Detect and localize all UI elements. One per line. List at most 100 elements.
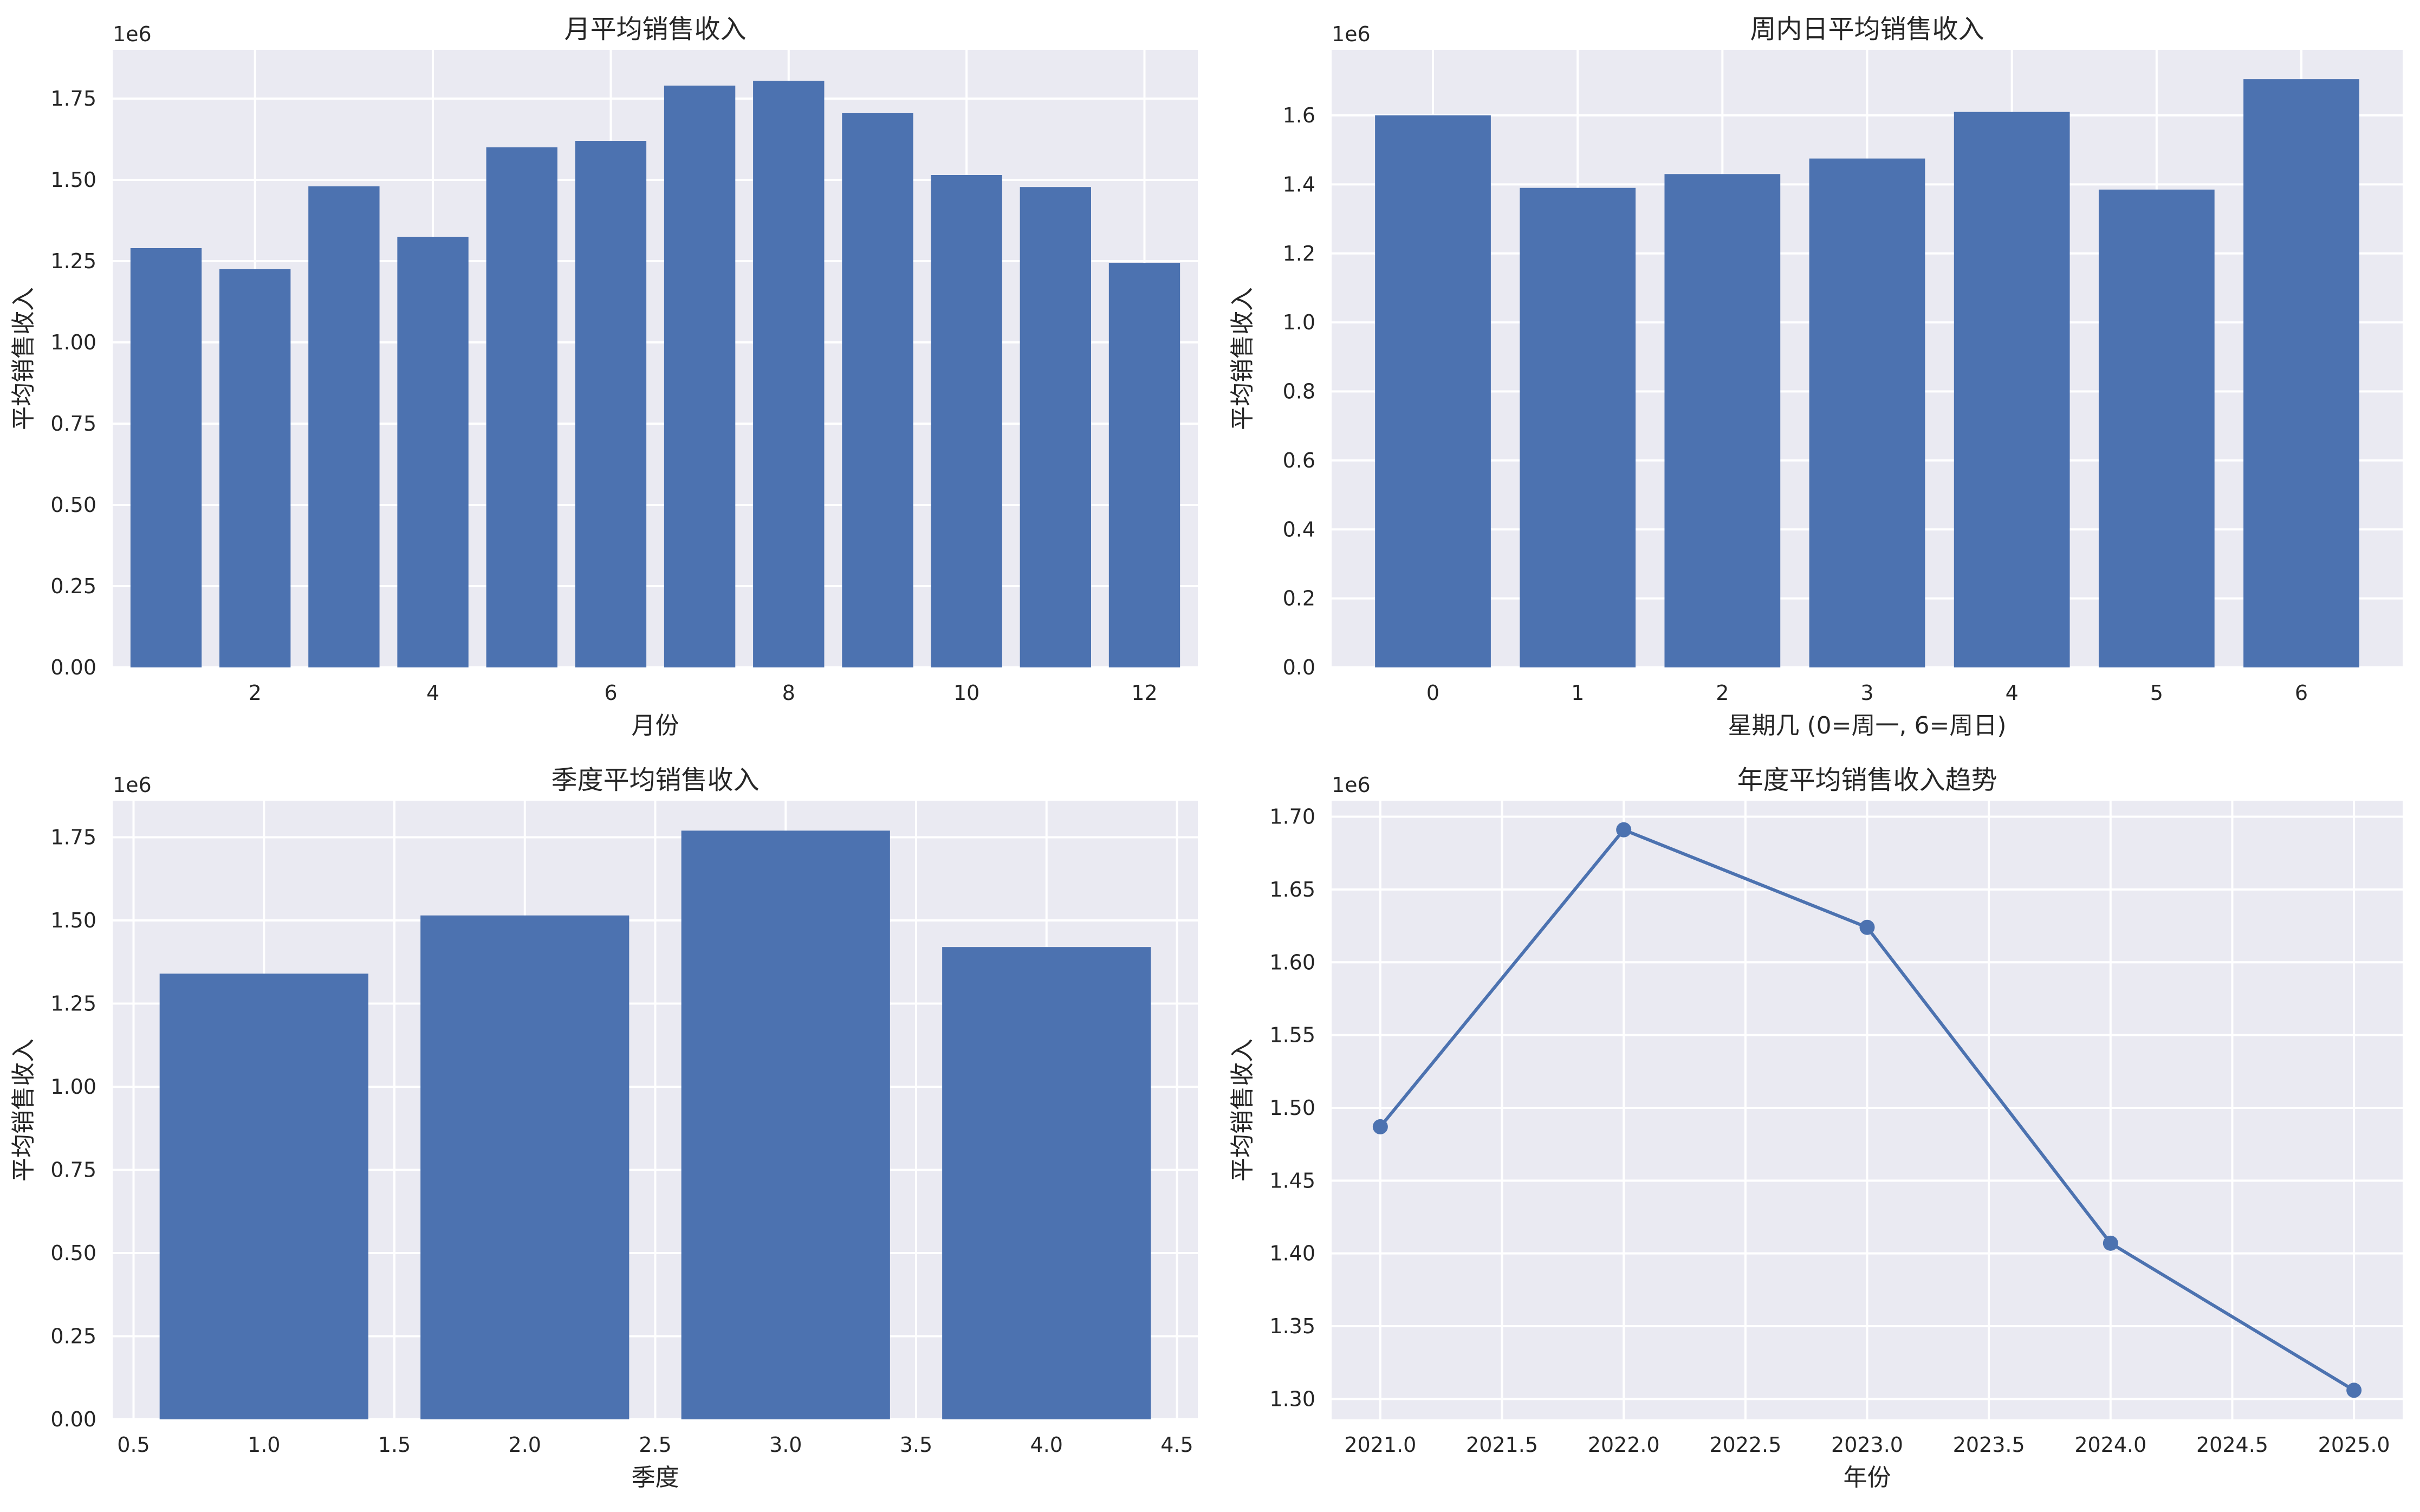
y-tick-label: 1.35 (1269, 1314, 1315, 1338)
bar-2 (420, 915, 630, 1419)
bar-9 (842, 113, 913, 667)
y-tick-label: 0.00 (50, 1407, 96, 1431)
y-offset-label: 1e6 (1332, 22, 1371, 46)
x-tick-label: 2.0 (509, 1433, 541, 1457)
x-tick-label: 12 (1131, 681, 1157, 705)
x-tick-label: 0 (1426, 681, 1439, 705)
data-point-2023 (1859, 919, 1875, 935)
x-tick-label: 1 (1571, 681, 1584, 705)
y-tick-label: 0.6 (1283, 449, 1315, 472)
y-tick-label: 0.25 (50, 1325, 96, 1348)
x-tick-label: 2022.0 (1588, 1433, 1660, 1457)
y-tick-label: 1.00 (50, 1075, 96, 1099)
x-tick-label: 2.5 (639, 1433, 671, 1457)
x-tick-label: 6 (2295, 681, 2308, 705)
chart-title: 季度平均销售收入 (551, 765, 759, 795)
bar-5 (486, 147, 557, 667)
x-tick-label: 5 (2150, 681, 2163, 705)
plot-area (113, 50, 1198, 667)
data-point-2025 (2346, 1383, 2362, 1398)
chart-title: 月平均销售收入 (564, 14, 746, 44)
chart-title: 年度平均销售收入趋势 (1737, 765, 1997, 795)
y-tick-label: 0.00 (50, 656, 96, 679)
bar-3 (1809, 158, 1925, 668)
bar-2 (219, 269, 291, 667)
y-tick-label: 0.75 (50, 412, 96, 436)
x-tick-label: 2024.5 (2196, 1433, 2268, 1457)
y-tick-label: 0.4 (1283, 517, 1315, 541)
y-tick-label: 0.50 (50, 1241, 96, 1265)
y-tick-label: 0.50 (50, 493, 96, 517)
y-tick-label: 1.60 (1269, 950, 1315, 974)
y-tick-label: 1.25 (50, 249, 96, 273)
x-tick-label: 1.5 (378, 1433, 411, 1457)
chart-panel-4: 2021.0 2021.5 2022.0 2022.5 2023.0 2023.5 2024… (1229, 765, 2403, 1491)
x-tick-label: 4.5 (1160, 1433, 1193, 1457)
bar-0 (1375, 115, 1491, 667)
chart-panel-2: 0 1 2 3 4 5 6 0.0 0.2 0.4 0.6 0.8 1.0 1.2 1.4 1.6 1e6 周内日… (1229, 14, 2403, 739)
y-tick-label: 0.8 (1283, 380, 1315, 404)
bar-4 (942, 947, 1151, 1419)
x-tick-label: 2025.0 (2318, 1433, 2390, 1457)
x-tick-label: 4.0 (1030, 1433, 1063, 1457)
x-tick-label: 2021.5 (1466, 1433, 1538, 1457)
x-tick-label: 2023.0 (1831, 1433, 1903, 1457)
data-point-2024 (2103, 1235, 2118, 1251)
y-tick-label: 1.45 (1269, 1169, 1315, 1192)
x-tick-label: 1.0 (248, 1433, 280, 1457)
y-tick-label: 0.2 (1283, 587, 1315, 611)
y-tick-label: 0.25 (50, 574, 96, 598)
y-offset-label: 1e6 (113, 773, 152, 797)
bar-2 (1664, 174, 1781, 667)
x-tick-label: 2024.0 (2074, 1433, 2146, 1457)
bar-8 (753, 81, 825, 667)
data-point-2022 (1616, 822, 1632, 838)
bar-12 (1108, 263, 1180, 667)
x-tick-label: 2 (1716, 681, 1729, 705)
y-axis-label: 平均销售收入 (1229, 1039, 1256, 1182)
bar-1 (1520, 187, 1636, 667)
bar-5 (2098, 189, 2215, 667)
bar-3 (308, 186, 380, 667)
y-tick-label: 1.75 (50, 826, 96, 849)
x-tick-label: 10 (953, 681, 979, 705)
x-axis-label: 星期几 (0=周一, 6=周日) (1728, 712, 2006, 739)
y-tick-label: 1.50 (50, 909, 96, 932)
data-point-2021 (1372, 1119, 1388, 1134)
x-tick-label: 3.0 (769, 1433, 802, 1457)
chart-panel-3: 0.5 1.0 1.5 2.0 2.5 3.0 3.5 4.0 4.5 0.00 0.25 0.50 0… (10, 765, 1198, 1491)
bar-4 (397, 237, 469, 667)
y-tick-label: 1.50 (50, 168, 96, 192)
y-tick-label: 1.0 (1283, 310, 1315, 334)
y-tick-label: 0.75 (50, 1158, 96, 1182)
x-tick-label: 2022.5 (1709, 1433, 1781, 1457)
y-tick-label: 1.40 (1269, 1242, 1315, 1266)
bar-11 (1020, 187, 1091, 667)
x-axis-label: 年份 (1844, 1464, 1891, 1491)
bar-10 (931, 175, 1002, 667)
x-axis-label: 月份 (632, 712, 679, 739)
bar-1 (159, 974, 368, 1419)
x-tick-label: 8 (782, 681, 795, 705)
x-tick-label: 6 (604, 681, 617, 705)
bar-7 (664, 86, 736, 667)
y-tick-label: 1.70 (1269, 805, 1315, 829)
y-tick-label: 0.0 (1283, 656, 1315, 679)
x-tick-label: 4 (2006, 681, 2019, 705)
y-offset-label: 1e6 (113, 22, 152, 46)
bar-3 (681, 830, 890, 1419)
bar-1 (130, 248, 202, 667)
chart-title: 周内日平均销售收入 (1750, 14, 1984, 44)
x-axis-label: 季度 (632, 1464, 679, 1491)
y-tick-label: 1.30 (1269, 1387, 1315, 1411)
y-tick-label: 1.4 (1283, 172, 1315, 196)
x-tick-label: 4 (426, 681, 439, 705)
y-tick-label: 1.2 (1283, 242, 1315, 265)
y-tick-label: 1.6 (1283, 103, 1315, 127)
x-tick-label: 2 (249, 681, 262, 705)
bar-6 (575, 141, 647, 667)
y-tick-label: 1.65 (1269, 878, 1315, 901)
y-tick-label: 1.55 (1269, 1023, 1315, 1047)
y-tick-label: 1.75 (50, 87, 96, 111)
